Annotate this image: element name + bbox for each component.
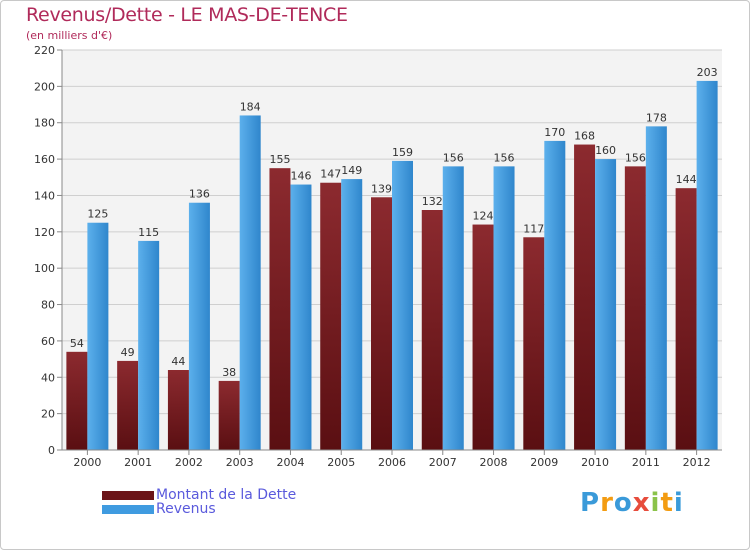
legend-label-revenus: Revenus [156,501,216,517]
y-tick-label: 140 [34,189,55,202]
data-label: 38 [222,366,236,379]
y-tick-label: 20 [41,408,55,421]
bar-debt [472,224,494,450]
bar-revenus [87,222,109,450]
data-label: 168 [574,130,595,143]
bar-revenus [493,166,515,450]
logo-letter: x [632,488,651,518]
data-label: 44 [171,355,185,368]
data-label: 144 [676,173,697,186]
y-tick-label: 80 [41,299,55,312]
y-tick-label: 60 [41,335,55,348]
data-label: 147 [320,168,341,181]
legend-item-revenus: Revenus [102,502,216,516]
proxiti-logo: Proxiti [580,488,684,518]
x-tick-label: 2003 [226,456,254,469]
data-label: 203 [697,66,718,79]
bar-debt [167,370,189,450]
bar-revenus [645,126,667,450]
bar-debt [269,168,291,450]
data-label: 125 [87,208,108,221]
data-label: 49 [121,346,135,359]
data-label: 149 [341,164,362,177]
bars [66,80,718,451]
bar-revenus [544,140,566,450]
y-axis-ticks: 0 20 40 60 80 100 120 140 160 180 200 220 [34,44,62,457]
bar-revenus [392,160,413,450]
logo-letter: t [660,488,674,518]
bar-debt [421,210,443,450]
x-tick-label: 2006 [378,456,406,469]
x-tick-label: 2007 [429,456,457,469]
bar-debt [320,182,342,450]
data-label: 156 [494,151,515,164]
bar-debt [117,360,139,450]
logo-letter: i [673,488,684,518]
x-tick-label: 2005 [327,456,355,469]
bar-revenus [290,184,312,450]
data-label: 159 [392,146,413,159]
y-tick-label: 160 [34,153,55,166]
y-tick-label: 200 [34,80,55,93]
x-tick-label: 2012 [683,456,711,469]
bar-revenus [239,115,261,451]
bar-debt [218,380,240,450]
data-label: 124 [473,210,494,223]
x-axis-ticks: 2000 2001 2002 2003 2004 2005 2006 2007 2008 2009… [73,450,711,469]
data-label: 184 [240,100,261,113]
bar-revenus [696,80,718,450]
bar-revenus [188,202,210,450]
x-tick-label: 2011 [632,456,660,469]
y-tick-label: 220 [34,44,55,57]
data-label: 132 [422,195,443,208]
legend-swatch-debt [102,490,154,500]
bar-debt [66,351,88,450]
data-label: 146 [290,170,311,183]
x-tick-label: 2000 [73,456,101,469]
x-tick-label: 2008 [480,456,508,469]
bar-debt [574,144,596,450]
chart-title: Revenus/Dette - LE MAS-DE-TENCE [26,4,348,26]
data-label: 155 [269,153,290,166]
bar-revenus [341,179,363,450]
data-label: 160 [595,144,616,157]
x-tick-label: 2010 [581,456,609,469]
data-label: 117 [523,222,544,235]
chart-subtitle: (en milliers d'€) [26,29,113,42]
x-tick-label: 2002 [175,456,203,469]
data-label: 170 [544,126,565,139]
data-label: 54 [70,337,84,350]
legend-label-debt: Montant de la Dette [156,487,297,503]
data-label: 115 [138,226,159,239]
bar-revenus [442,166,464,450]
legend-swatch-revenus [102,504,154,514]
y-tick-label: 40 [41,371,55,384]
y-tick-label: 120 [34,226,55,239]
data-label: 178 [646,111,667,124]
data-label: 156 [625,151,646,164]
y-tick-label: 180 [34,117,55,130]
legend-item-debt: Montant de la Dette [102,488,296,502]
bar-revenus [138,240,160,450]
y-tick-label: 100 [34,262,55,275]
data-label: 136 [189,188,210,201]
x-tick-label: 2009 [530,456,558,469]
bar-revenus [595,159,617,450]
logo-letter: i [650,488,661,518]
logo-letter: o [613,488,633,518]
data-label: 156 [443,151,464,164]
bar-debt [624,166,646,450]
x-tick-label: 2004 [276,456,304,469]
bar-debt [675,188,697,450]
bar-debt [371,197,392,450]
logo-letter: P [580,488,601,518]
x-tick-label: 2001 [124,456,152,469]
y-tick-label: 0 [48,444,55,457]
bar-debt [523,237,545,450]
data-label: 139 [371,182,392,195]
logo-letter: r [600,488,614,518]
